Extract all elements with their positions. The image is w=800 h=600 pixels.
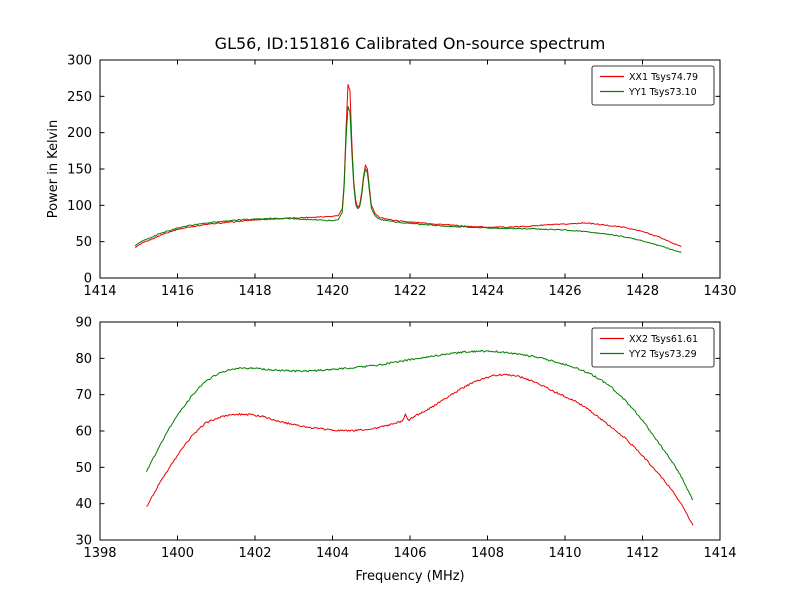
legend-box — [591, 327, 715, 368]
x-tick-label: 1402 — [238, 546, 271, 561]
x-axis-label: Frequency (MHz) — [355, 569, 464, 584]
x-tick-label: 1424 — [471, 284, 504, 299]
x-tick-label: 1406 — [393, 546, 426, 561]
y-tick-label: 300 — [67, 54, 92, 69]
x-tick-label: 1418 — [238, 284, 271, 299]
legend-label: YY2 Tsys73.29 — [628, 349, 697, 360]
y-tick-label: 200 — [67, 126, 92, 141]
legend-label: YY1 Tsys73.10 — [628, 87, 697, 98]
x-tick-label: 1414 — [703, 546, 736, 561]
y-tick-label: 50 — [75, 461, 92, 476]
series-line-yy1 — [134, 106, 682, 253]
series-line-xx2 — [146, 373, 694, 526]
y-tick-label: 0 — [84, 272, 92, 287]
y-axis-label: Power in Kelvin — [46, 120, 61, 218]
x-tick-label: 1428 — [626, 284, 659, 299]
y-tick-label: 60 — [75, 425, 92, 440]
x-tick-label: 1422 — [393, 284, 426, 299]
x-tick-label: 1430 — [703, 284, 736, 299]
x-tick-label: 1420 — [316, 284, 349, 299]
y-tick-label: 30 — [75, 534, 92, 549]
series-line-xx1 — [134, 83, 682, 248]
x-tick-label: 1408 — [471, 546, 504, 561]
x-tick-label: 1404 — [316, 546, 349, 561]
series-line-yy2 — [146, 349, 694, 501]
x-tick-label: 1416 — [161, 284, 194, 299]
x-tick-label: 1400 — [161, 546, 194, 561]
y-tick-label: 100 — [67, 199, 92, 214]
y-tick-label: 70 — [75, 388, 92, 403]
x-tick-label: 1414 — [83, 284, 116, 299]
y-tick-label: 90 — [75, 316, 92, 331]
top-spectrum-chart: 1414 1416 1418 1420 1422 1424 1426 1428 1430 0 50 1… — [46, 34, 737, 299]
bottom-spectrum-chart: 1398 1400 1402 1404 1406 1408 1410 1412 1414 30 40… — [75, 316, 736, 585]
x-tick-label: 1398 — [83, 546, 116, 561]
x-tick-label: 1412 — [626, 546, 659, 561]
legend-label: XX2 Tsys61.61 — [629, 334, 698, 345]
chart-title: GL56, ID:151816 Calibrated On-source spe… — [215, 34, 606, 53]
legend-label: XX1 Tsys74.79 — [629, 72, 698, 83]
y-tick-label: 50 — [75, 235, 92, 250]
legend-box — [591, 65, 715, 106]
y-tick-label: 250 — [67, 90, 92, 105]
x-tick-label: 1410 — [548, 546, 581, 561]
y-tick-label: 80 — [75, 352, 92, 367]
y-tick-label: 40 — [75, 497, 92, 512]
y-tick-label: 150 — [67, 163, 92, 178]
x-tick-label: 1426 — [548, 284, 581, 299]
